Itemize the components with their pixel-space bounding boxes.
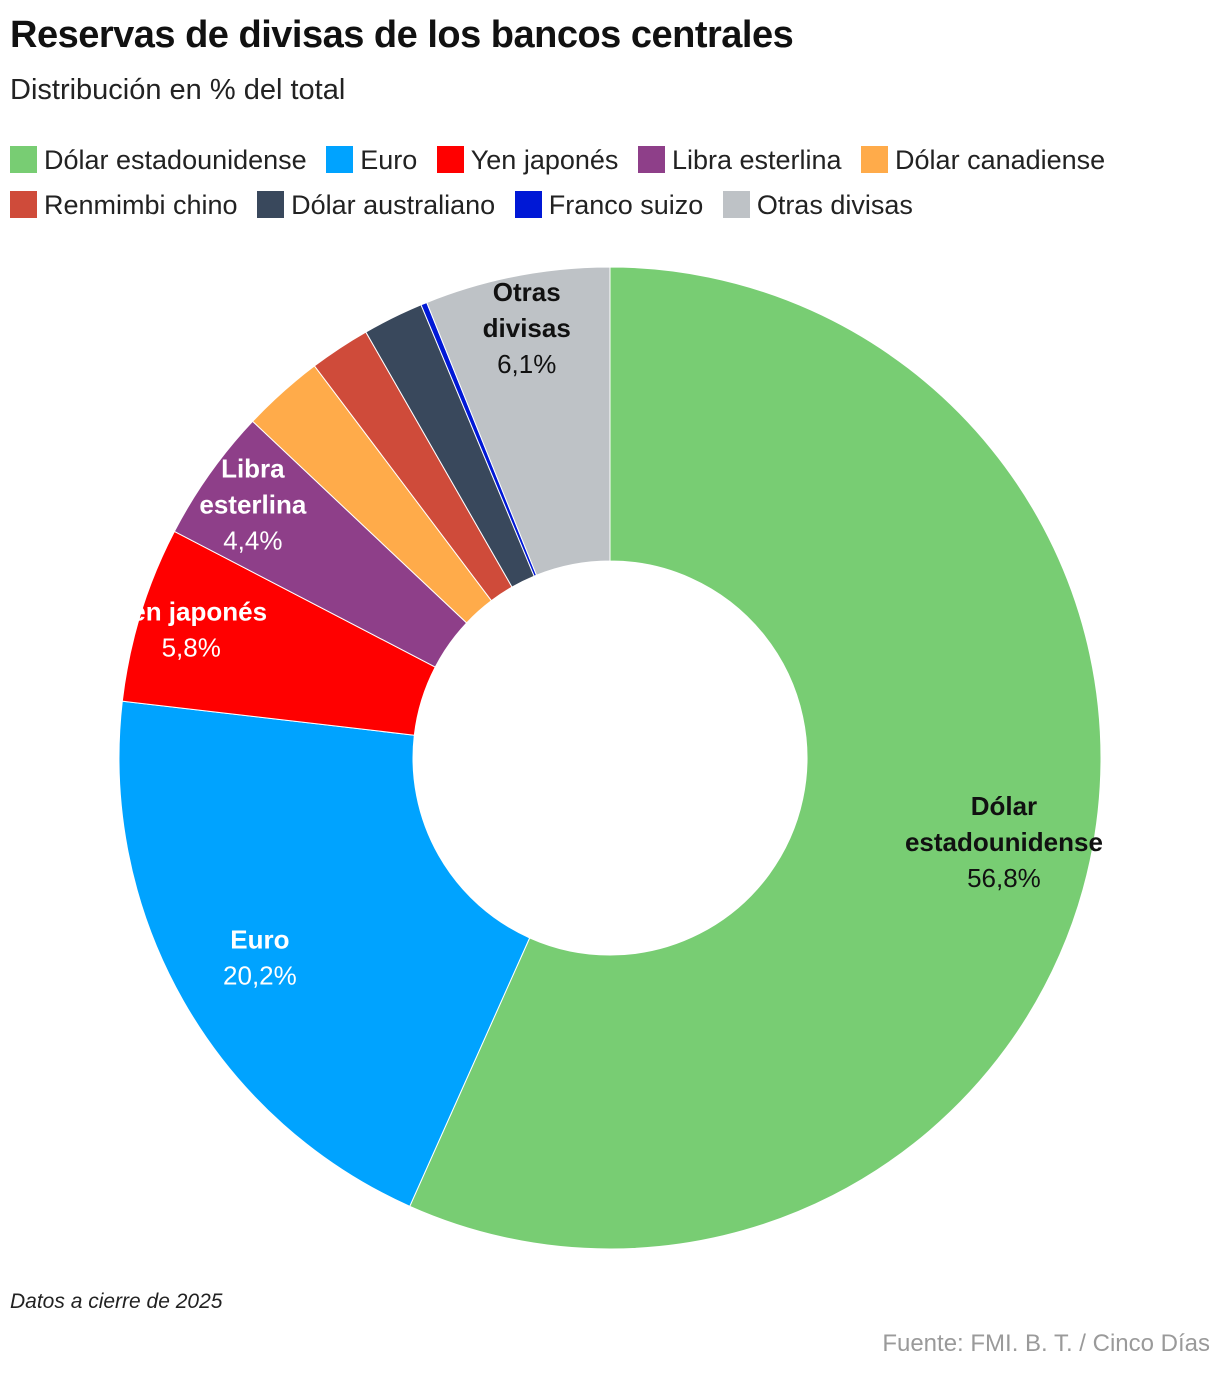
legend-label: Libra esterlina — [671, 145, 842, 175]
slice-label-dolar-estadounidense: Dólar estadounidense 56,8% — [905, 791, 1103, 893]
slice-label-name: Libra — [221, 453, 285, 483]
legend-item-renmimbi-chino: Renmimbi chino — [10, 190, 238, 220]
legend-label: Yen japonés — [470, 145, 619, 175]
legend-item-euro: Euro — [326, 145, 417, 175]
slice-label-name: Euro — [230, 924, 289, 954]
legend-swatch — [861, 146, 889, 173]
legend-item-franco-suizo: Franco suizo — [514, 190, 704, 220]
legend-label: Dólar estadounidense — [44, 145, 307, 175]
slice-label-libra-esterlina: Libra esterlina 4,4% — [199, 453, 306, 555]
source-credit: Fuente: FMI. B. T. / Cinco Días — [882, 1330, 1210, 1357]
legend-swatch — [326, 146, 354, 173]
legend: Dólar estadounidense Euro Yen japonés Li… — [10, 138, 1130, 228]
slice-label-otras-divisas: Otras divisas 6,1% — [483, 277, 571, 379]
legend-swatch — [722, 191, 750, 218]
legend-swatch — [10, 146, 37, 173]
legend-item-yen-japones: Yen japonés — [436, 145, 619, 175]
legend-swatch — [436, 146, 464, 173]
chart-title: Reservas de divisas de los bancos centra… — [10, 14, 794, 56]
legend-label: Dólar canadiense — [895, 145, 1106, 175]
chart-subtitle: Distribución en % del total — [10, 74, 346, 106]
slice-label-value: 20,2% — [223, 960, 297, 990]
legend-label: Otras divisas — [756, 190, 913, 220]
slice-label-euro: Euro 20,2% — [223, 924, 297, 990]
slice-euro — [118, 700, 531, 1207]
slice-label-value: 56,8% — [967, 863, 1041, 893]
slice-otras-divisas — [426, 266, 611, 576]
legend-label: Franco suizo — [548, 190, 704, 220]
legend-label: Euro — [360, 145, 418, 175]
legend-swatch — [637, 146, 665, 173]
slice-label-value: 5,8% — [162, 633, 221, 663]
legend-swatch — [257, 191, 285, 218]
slice-label-value: 4,4% — [223, 525, 282, 555]
legend-item-dolar-estadounidense: Dólar estadounidense — [10, 145, 307, 175]
slice-label-name: Dólar — [971, 791, 1037, 821]
legend-item-dolar-canadiense: Dólar canadiense — [861, 145, 1105, 175]
legend-swatch — [10, 191, 37, 218]
slice-dolar-estadounidense — [409, 266, 1102, 1250]
slice-label-yen-japones: Yen japonés 5,8% — [115, 597, 267, 663]
slice-label-name: esterlina — [199, 489, 306, 519]
slice-label-name: estadounidense — [905, 827, 1103, 857]
legend-swatch — [514, 191, 542, 218]
legend-item-otras-divisas: Otras divisas — [722, 190, 913, 220]
slice-label-name: Yen japonés — [115, 597, 267, 627]
legend-item-libra-esterlina: Libra esterlina — [637, 145, 842, 175]
data-note: Datos a cierre de 2025 — [10, 1290, 223, 1313]
slice-label-name: Otras — [493, 277, 561, 307]
slice-label-value: 6,1% — [497, 349, 556, 379]
slice-label-name: divisas — [483, 313, 571, 343]
legend-label: Dólar australiano — [291, 190, 496, 220]
legend-item-dolar-australiano: Dólar australiano — [257, 190, 495, 220]
legend-label: Renmimbi chino — [44, 190, 238, 220]
